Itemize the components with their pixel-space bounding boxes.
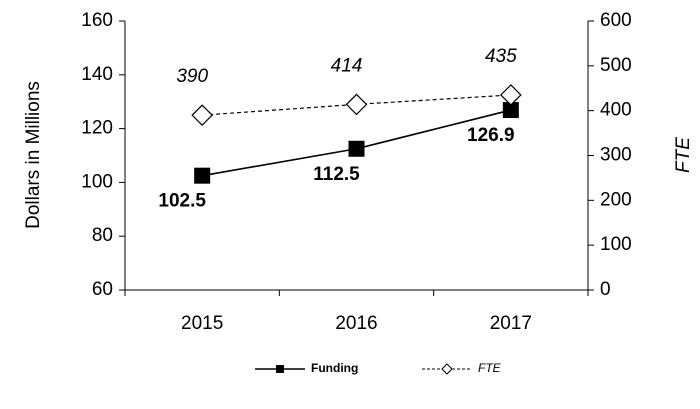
y-tick-label: 120 bbox=[81, 118, 113, 139]
y2-tick-label: 600 bbox=[600, 10, 632, 31]
data-label: 102.5 bbox=[158, 191, 206, 212]
point bbox=[499, 84, 522, 106]
data-label: 414 bbox=[331, 55, 363, 76]
legend-marker bbox=[441, 363, 453, 375]
y-axis-label: Dollars in Millions bbox=[23, 81, 44, 229]
legend-label: FTE bbox=[478, 361, 502, 375]
point bbox=[191, 104, 214, 126]
y-tick-label: 160 bbox=[81, 10, 113, 31]
point bbox=[194, 167, 211, 184]
y2-tick-label: 100 bbox=[600, 234, 632, 255]
y-tick-label: 140 bbox=[81, 64, 113, 85]
x-tick-label: 2017 bbox=[490, 313, 532, 334]
y-tick-label: 100 bbox=[81, 171, 113, 192]
point bbox=[502, 102, 519, 119]
y2-tick-label: 0 bbox=[600, 279, 611, 300]
data-label: 112.5 bbox=[313, 164, 360, 185]
y2-tick-label: 200 bbox=[600, 189, 632, 210]
y2-tick-label: 400 bbox=[600, 100, 632, 121]
y-tick-label: 60 bbox=[92, 279, 113, 300]
x-tick-label: 2015 bbox=[181, 313, 223, 334]
y2-tick-label: 500 bbox=[600, 55, 632, 76]
y-tick-label: 80 bbox=[92, 225, 113, 246]
point bbox=[345, 93, 368, 116]
y2-axis-label: FTE bbox=[673, 137, 694, 173]
y2-tick-label: 300 bbox=[600, 145, 632, 166]
data-label: 126.9 bbox=[467, 125, 515, 146]
point bbox=[348, 140, 365, 157]
legend-label: Funding bbox=[311, 361, 358, 375]
x-tick-label: 2016 bbox=[335, 313, 377, 334]
data-label: 390 bbox=[176, 66, 208, 87]
data-label: 435 bbox=[485, 46, 517, 67]
legend-marker bbox=[276, 365, 284, 373]
